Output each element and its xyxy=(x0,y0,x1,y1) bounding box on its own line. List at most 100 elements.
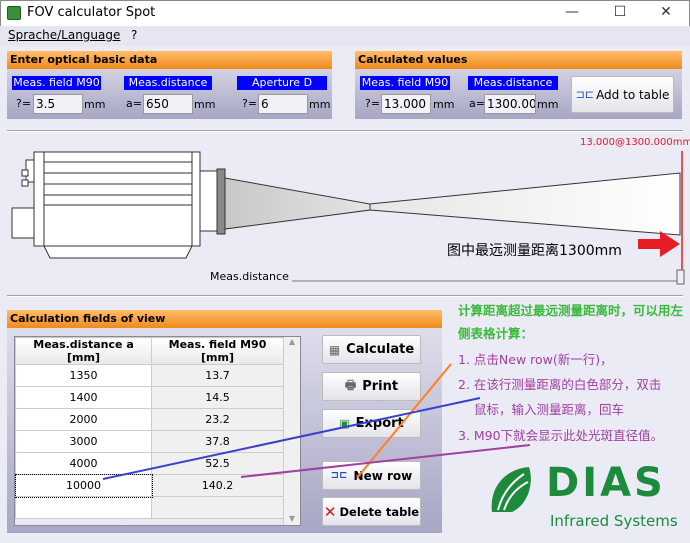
calc-m90-prefix: ?= xyxy=(365,97,381,110)
aperture-input[interactable]: 6 xyxy=(258,94,308,114)
dias-logo: DIAS Infrared Systems xyxy=(484,460,690,532)
m90-label: Meas. field M90 xyxy=(12,76,101,90)
scroll-down-icon[interactable]: ▼ xyxy=(288,514,296,523)
aperture-label: Aperture D xyxy=(237,76,327,90)
calc-distance-output: 1300.000 xyxy=(484,94,536,114)
distance-prefix: a= xyxy=(126,97,142,110)
distance-cell[interactable]: 3000 xyxy=(15,430,152,453)
menu-help[interactable]: ? xyxy=(131,28,138,42)
table-row[interactable]: 3000 37.8 xyxy=(15,430,284,453)
table-scrollbar[interactable]: ▲ ▼ xyxy=(283,337,300,525)
beam-near xyxy=(224,177,371,230)
table-row[interactable]: 2000 23.2 xyxy=(15,408,284,431)
note-step-2: 2. 在该行测量距离的白色部分，双击 xyxy=(458,377,662,392)
divider xyxy=(7,130,683,132)
add-to-table-label: Add to table xyxy=(596,87,670,102)
panel-header: Calculation fields of view xyxy=(7,310,442,328)
table-row[interactable] xyxy=(15,496,284,519)
calculator-icon: ▦ xyxy=(328,342,341,357)
calculate-label: Calculate xyxy=(346,342,415,357)
table-row[interactable]: 1350 13.7 xyxy=(15,364,284,387)
note-step-1: 1. 点击New row(新一行)， xyxy=(458,352,613,367)
table-header-row: Meas.distance a [mm] Meas. field M90 [mm… xyxy=(15,337,284,365)
minimize-button[interactable]: — xyxy=(565,4,579,20)
m90-cell[interactable]: 52.5 xyxy=(151,452,284,475)
m90-cell[interactable]: 37.8 xyxy=(151,430,284,453)
distance-cell[interactable]: 2000 xyxy=(15,408,152,431)
distance-cell[interactable] xyxy=(15,496,152,519)
calculation-panel: Calculation fields of view Meas.distance… xyxy=(7,310,442,533)
m90-cell[interactable]: 14.5 xyxy=(151,386,284,409)
calc-distance-label: Meas.distance xyxy=(468,76,558,90)
delete-x-icon: ✕ xyxy=(323,502,337,521)
maximize-button[interactable]: ☐ xyxy=(613,4,627,20)
distance-label: Meas.distance xyxy=(124,76,212,90)
m90-cell[interactable]: 140.2 xyxy=(151,474,284,497)
delete-label: Delete table xyxy=(339,504,420,519)
close-button[interactable]: ✕ xyxy=(660,4,672,20)
new-row-label: New row xyxy=(353,468,413,483)
panel-header: Calculated values xyxy=(355,51,682,69)
red-arrow-icon xyxy=(638,231,680,257)
panel-header: Enter optical basic data xyxy=(7,51,332,69)
sensor-camera-drawing xyxy=(11,151,226,259)
m90-cell[interactable]: 23.2 xyxy=(151,408,284,431)
table-row[interactable]: 10000 140.2 xyxy=(14,473,284,498)
m90-cell[interactable] xyxy=(151,496,284,519)
beam-far xyxy=(369,172,681,236)
divider xyxy=(7,295,683,297)
add-row-icon: ⊐⊏ xyxy=(330,470,348,481)
print-label: Print xyxy=(362,379,399,394)
menu-language[interactable]: Sprache/Language xyxy=(8,28,121,42)
add-row-icon: ⊐⊏ xyxy=(575,88,595,101)
spot-label: 13.000@1300.000mm xyxy=(580,137,690,148)
max-distance-annotation: 图中最远测量距离1300mm xyxy=(447,243,622,259)
table-row[interactable]: 4000 52.5 xyxy=(15,452,284,475)
dias-leaf-icon xyxy=(491,467,531,512)
note-step-3: 3. M90下就会显示此处光斑直径值。 xyxy=(458,428,664,443)
column-m90[interactable]: Meas. field M90 [mm] xyxy=(151,337,284,365)
delete-table-button[interactable]: ✕ Delete table xyxy=(322,497,421,526)
print-button[interactable]: 🖶 Print xyxy=(322,372,421,401)
app-icon xyxy=(7,6,21,20)
calc-distance-prefix: a= xyxy=(469,97,485,110)
distance-cell[interactable]: 4000 xyxy=(15,452,152,475)
new-row-button[interactable]: ⊐⊏ New row xyxy=(322,461,421,490)
logo-subtitle: Infrared Systems xyxy=(550,512,678,530)
unit: mm xyxy=(433,98,455,111)
aperture-prefix: ?= xyxy=(242,97,258,110)
calculate-button[interactable]: ▦ Calculate xyxy=(322,335,421,364)
calc-m90-label: Meas. field M90 xyxy=(360,76,450,90)
unit: mm xyxy=(194,98,216,111)
note-step-2-cont: 鼠标，输入测量距离，回车 xyxy=(474,402,625,417)
table-row[interactable]: 1400 14.5 xyxy=(15,386,284,409)
logo-text: DIAS xyxy=(546,460,666,506)
distance-cell[interactable]: 1350 xyxy=(15,364,152,387)
unit: mm xyxy=(537,98,559,111)
window-title: FOV calculator Spot xyxy=(27,5,156,20)
unit: mm xyxy=(309,98,331,111)
add-to-table-button[interactable]: ⊐⊏ Add to table xyxy=(571,76,674,113)
printer-icon: 🖶 xyxy=(344,378,357,392)
fov-table: Meas.distance a [mm] Meas. field M90 [mm… xyxy=(14,336,301,526)
menu-bar: Sprache/Language ? xyxy=(0,26,690,46)
distance-input[interactable]: 650 xyxy=(143,94,193,114)
m90-input[interactable]: 3.5 xyxy=(33,94,83,114)
export-button[interactable]: ▣ Export xyxy=(322,409,421,438)
column-distance[interactable]: Meas.distance a [mm] xyxy=(15,337,152,365)
export-label: Export xyxy=(355,416,404,431)
distance-slider-thumb[interactable] xyxy=(676,269,685,285)
distance-cell[interactable]: 10000 xyxy=(14,473,153,498)
distance-cell[interactable]: 1400 xyxy=(15,386,152,409)
scroll-up-icon[interactable]: ▲ xyxy=(288,337,296,346)
optics-diagram xyxy=(11,151,685,285)
calculated-panel: Calculated values Meas. field M90 ?= 13.… xyxy=(355,51,682,119)
basic-data-panel: Enter optical basic data Meas. field M90… xyxy=(7,51,332,119)
excel-icon: ▣ xyxy=(339,417,350,430)
m90-prefix: ?= xyxy=(16,97,32,110)
m90-cell[interactable]: 13.7 xyxy=(151,364,284,387)
note-title: 计算距离超过最远测量距离时，可以用左侧表格计算： xyxy=(458,303,684,341)
calc-m90-output: 13.000 xyxy=(381,94,431,114)
title-bar: FOV calculator Spot — ☐ ✕ xyxy=(0,0,690,26)
unit: mm xyxy=(84,98,106,111)
